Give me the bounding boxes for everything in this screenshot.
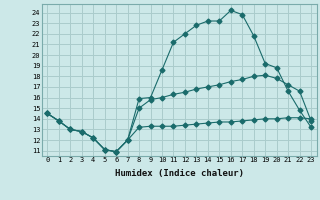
X-axis label: Humidex (Indice chaleur): Humidex (Indice chaleur) bbox=[115, 169, 244, 178]
